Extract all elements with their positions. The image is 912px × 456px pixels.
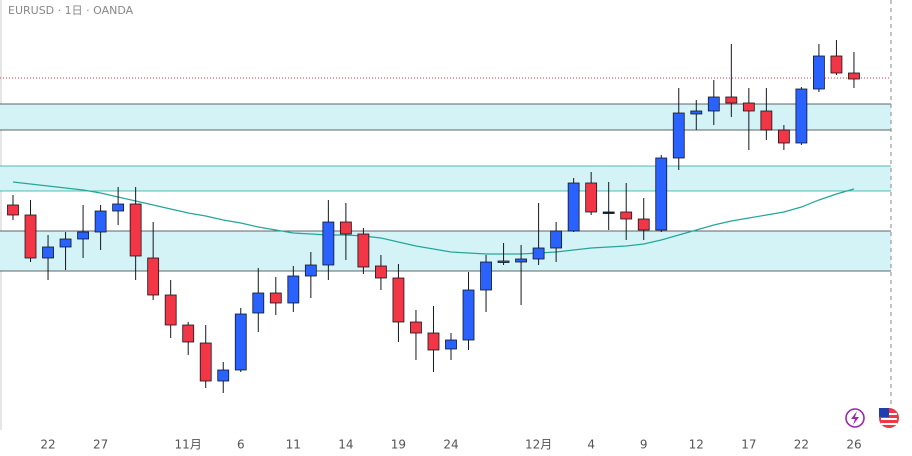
candle-body	[620, 211, 633, 220]
candle-body	[567, 182, 580, 232]
x-tick-label: 12	[689, 438, 704, 452]
candle-body	[147, 257, 160, 296]
candle-body	[77, 231, 89, 240]
x-tick-label: 4	[587, 438, 595, 452]
candle-body	[24, 214, 37, 259]
candle-body	[462, 289, 475, 341]
candle-body	[795, 88, 808, 144]
candle-body	[532, 247, 545, 260]
x-tick-label: 19	[391, 438, 406, 452]
candle-body	[217, 369, 230, 382]
alert-icon[interactable]	[845, 408, 865, 428]
candle-body	[339, 221, 352, 235]
candle-body	[199, 342, 212, 382]
candle-body	[375, 265, 387, 279]
x-tick-label: 26	[846, 438, 861, 452]
candle-body	[830, 55, 843, 74]
flag-icon[interactable]	[879, 408, 899, 428]
candle-body	[234, 313, 247, 371]
candle-body	[707, 96, 720, 112]
candle-body	[129, 203, 142, 257]
plot	[0, 40, 891, 393]
candle-body	[672, 112, 685, 159]
candle-body	[550, 230, 563, 249]
candle-body	[410, 321, 422, 334]
chart-title: EURUSD · 1日 · OANDA	[8, 4, 134, 17]
x-tick-label: 12月	[525, 438, 552, 452]
x-tick-label: 11	[286, 438, 301, 452]
candle-body	[777, 129, 790, 144]
candle-body	[269, 292, 282, 304]
x-tick-label: 22	[794, 438, 809, 452]
candle-body	[164, 294, 177, 326]
x-tick-label: 11月	[175, 438, 202, 452]
candle-body	[602, 211, 615, 214]
moving-average	[12, 181, 855, 255]
candle-body	[392, 277, 405, 323]
x-tick-label: 17	[741, 438, 756, 452]
candle-body	[357, 233, 370, 268]
candle-body	[760, 110, 773, 131]
candle-body	[742, 102, 755, 112]
zone	[0, 166, 891, 191]
x-tick-label: 24	[443, 438, 458, 452]
candle-body	[655, 157, 668, 231]
candle-body	[59, 238, 72, 248]
candle-body	[725, 96, 738, 104]
candle-body	[304, 264, 317, 277]
candle-body	[94, 210, 107, 233]
candle-body	[287, 275, 300, 304]
candle-body	[637, 218, 650, 231]
candle-body	[42, 246, 54, 259]
candle-body	[252, 292, 265, 314]
candle-body	[585, 182, 598, 213]
x-tick-label: 14	[338, 438, 353, 452]
candle-body	[480, 261, 492, 291]
zone	[0, 104, 891, 130]
candle-body	[445, 339, 457, 350]
candle-body	[497, 260, 510, 263]
candle-body	[112, 203, 125, 212]
candle-body	[515, 258, 527, 263]
candle-body	[813, 55, 825, 90]
x-tick-label: 27	[93, 438, 108, 452]
candle-body	[7, 204, 19, 216]
x-tick-label: 22	[40, 438, 55, 452]
candle-body	[182, 324, 195, 343]
x-tick-label: 9	[640, 438, 648, 452]
candle-body	[848, 72, 860, 80]
candle-body	[322, 221, 335, 266]
x-tick-label: 6	[237, 438, 245, 452]
candle-body	[690, 110, 703, 115]
candle-body	[427, 332, 440, 351]
